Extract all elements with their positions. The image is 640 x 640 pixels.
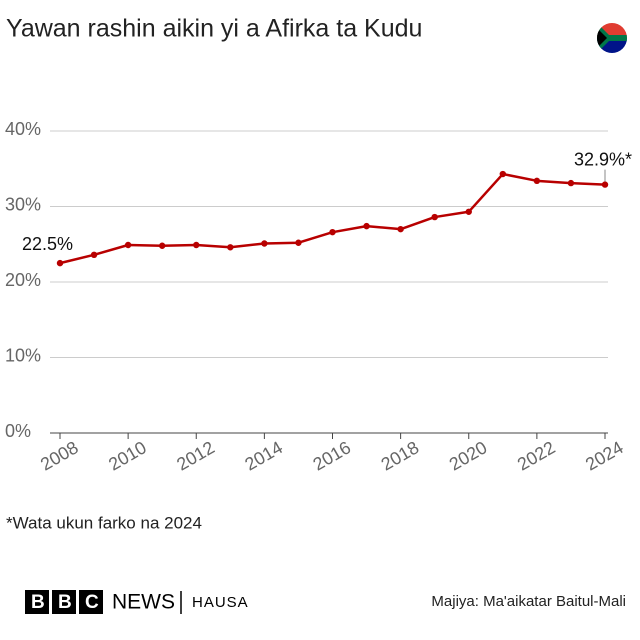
data-point (465, 208, 472, 215)
x-tick-label: 2012 (173, 437, 218, 474)
chart-title: Yawan rashin aikin yi a Afirka ta Kudu (6, 15, 422, 43)
y-tick-label: 40% (5, 119, 41, 139)
x-tick-label: 2010 (105, 437, 150, 474)
data-line (59, 172, 606, 265)
data-point (295, 239, 302, 246)
x-tick-label: 2024 (582, 437, 627, 474)
data-point (124, 241, 132, 249)
logo-letters: BBC (31, 592, 99, 613)
data-point (193, 241, 200, 249)
data-point (533, 177, 541, 185)
x-tick-label: 2018 (378, 437, 423, 474)
data-point (90, 251, 98, 259)
section: HAUSA (192, 594, 249, 611)
data-point (363, 222, 370, 230)
data-point (397, 225, 404, 233)
data-point (567, 179, 575, 187)
y-tick-label: 10% (5, 345, 41, 365)
data-point (56, 259, 64, 267)
x-tick-label: 2014 (241, 437, 286, 474)
x-tick-label: 2016 (310, 437, 355, 474)
flag-icon (597, 23, 627, 53)
y-tick-label: 0% (5, 421, 31, 441)
source: Majiya: Ma'aikatar Baitul-Mali (431, 593, 626, 610)
value-label: 32.9%* (574, 149, 632, 169)
data-point (227, 244, 234, 251)
x-tick-label: 2008 (37, 437, 82, 474)
brand: NEWS (112, 591, 175, 614)
data-point (431, 213, 438, 221)
footnote: *Wata ukun farko na 2024 (6, 513, 202, 532)
x-tick-label: 2020 (446, 437, 491, 474)
x-tick-label: 2022 (514, 437, 559, 474)
bbc-logo (25, 590, 103, 614)
data-point (261, 240, 268, 247)
value-label: 22.5% (22, 234, 73, 254)
data-point (601, 181, 609, 188)
data-point (329, 228, 336, 236)
y-tick-label: 20% (5, 270, 41, 290)
data-point (499, 170, 507, 178)
data-point (158, 242, 166, 249)
y-tick-label: 30% (5, 194, 41, 214)
